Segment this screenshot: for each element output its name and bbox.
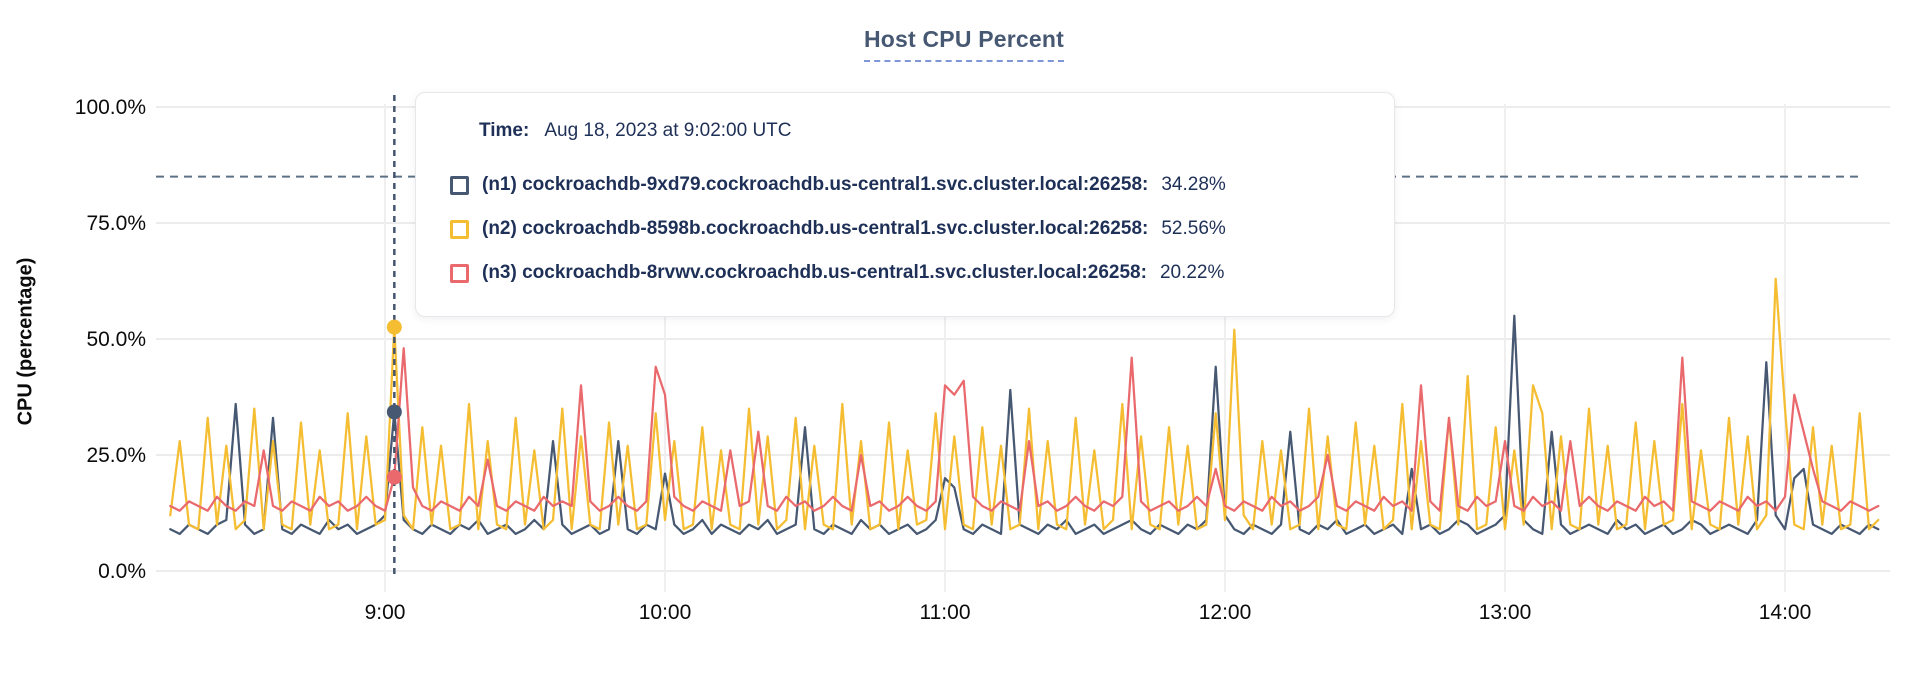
series-value: 34.28% xyxy=(1161,174,1226,195)
y-axis-tick-label: 25.0% xyxy=(86,444,146,467)
x-axis-tick-label: 12:00 xyxy=(1199,601,1252,624)
cpu-line-n3[interactable] xyxy=(169,347,1880,512)
y-axis-tick-label: 100.0% xyxy=(75,96,146,119)
series-value: 52.56% xyxy=(1161,218,1226,239)
tooltip-series-rows: (n1) cockroachdb-9xd79.cockroachdb.us-ce… xyxy=(450,163,1374,295)
series-name: (n1) cockroachdb-9xd79.cockroachdb.us-ce… xyxy=(482,174,1149,195)
hover-dot-n2 xyxy=(386,319,402,335)
cpu-line-n1[interactable] xyxy=(169,314,1880,536)
hover-dot-n1 xyxy=(386,404,402,420)
x-axis-tick-label: 11:00 xyxy=(920,601,971,624)
hover-tooltip: Time: Aug 18, 2023 at 9:02:00 UTC (n1) c… xyxy=(415,92,1395,317)
y-axis-tick-label: 0.0% xyxy=(98,560,146,583)
hover-dot-n3 xyxy=(386,469,402,485)
tooltip-time-value: Aug 18, 2023 at 9:02:00 UTC xyxy=(544,120,792,141)
cpu-line-n2[interactable] xyxy=(169,277,1880,531)
tooltip-time-row: Time: Aug 18, 2023 at 9:02:00 UTC xyxy=(479,120,1374,142)
y-axis-title: CPU (percentage) xyxy=(14,257,37,426)
series-name: (n3) cockroachdb-8rvwv.cockroachdb.us-ce… xyxy=(482,262,1147,283)
tooltip-time-label: Time: xyxy=(479,120,530,141)
x-axis-tick-label: 10:00 xyxy=(639,601,692,624)
y-axis-tick-label: 50.0% xyxy=(86,328,146,351)
series-name: (n2) cockroachdb-8598b.cockroachdb.us-ce… xyxy=(482,218,1149,239)
series-marker-icon xyxy=(450,175,469,195)
x-axis-tick-label: 14:00 xyxy=(1759,601,1812,624)
y-axis-tick-label: 75.0% xyxy=(86,212,146,235)
chart-title[interactable]: Host CPU Percent xyxy=(863,26,1065,62)
series-value: 20.22% xyxy=(1159,262,1225,283)
series-marker-icon xyxy=(450,263,469,283)
series-marker-icon xyxy=(450,219,469,239)
x-axis-tick-label: 9:00 xyxy=(365,601,406,624)
tooltip-series-row-n2: (n2) cockroachdb-8598b.cockroachdb.us-ce… xyxy=(450,207,1374,251)
x-axis-tick-label: 13:00 xyxy=(1479,601,1532,624)
tooltip-series-row-n3: (n3) cockroachdb-8rvwv.cockroachdb.us-ce… xyxy=(450,251,1374,295)
tooltip-series-row-n1: (n1) cockroachdb-9xd79.cockroachdb.us-ce… xyxy=(450,163,1374,207)
